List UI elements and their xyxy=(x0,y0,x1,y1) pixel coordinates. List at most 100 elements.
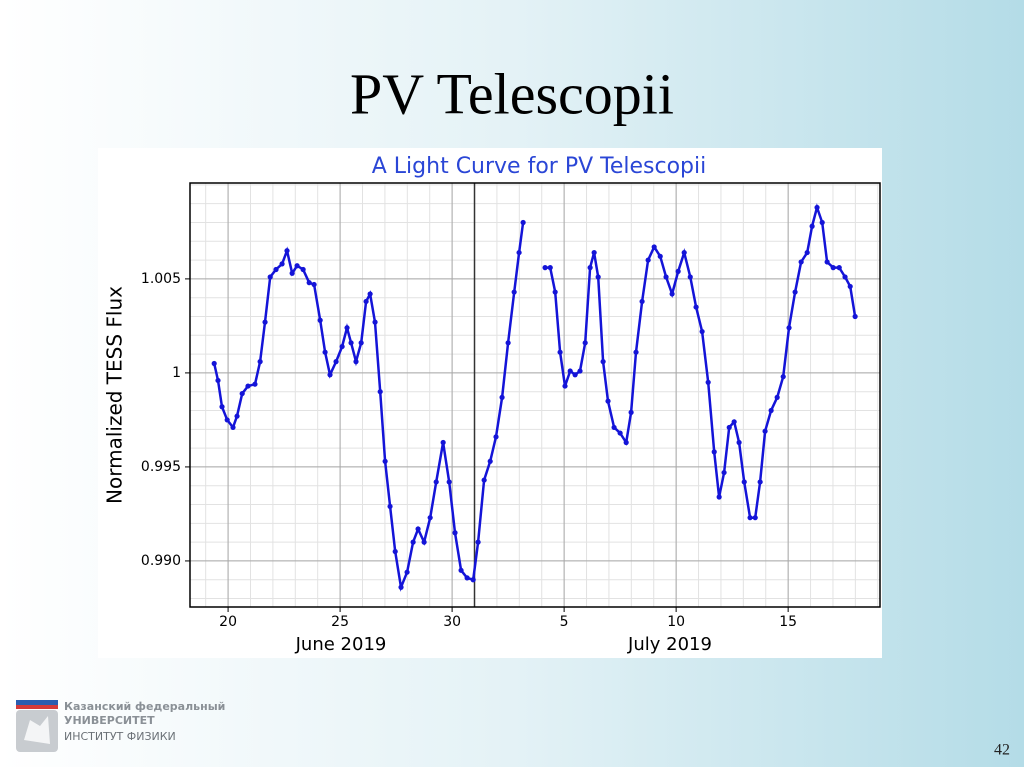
y-tick-label: 1 xyxy=(172,365,181,381)
data-point xyxy=(452,530,458,536)
data-point xyxy=(392,548,398,555)
data-point xyxy=(230,424,236,431)
data-point xyxy=(582,340,588,346)
data-point xyxy=(587,265,593,271)
data-point xyxy=(505,340,511,346)
data-point xyxy=(511,289,517,295)
data-point xyxy=(239,390,245,397)
data-point xyxy=(617,430,623,436)
data-point xyxy=(792,289,798,295)
x-tick-label: 5 xyxy=(560,614,569,630)
data-point xyxy=(481,477,487,483)
data-point xyxy=(693,304,699,310)
data-point xyxy=(809,223,815,229)
data-point xyxy=(322,349,328,355)
data-point xyxy=(224,417,230,423)
data-point xyxy=(639,298,645,305)
data-point xyxy=(757,479,763,485)
data-point xyxy=(605,398,611,404)
plot-frame xyxy=(189,182,881,608)
plot: 20 25 30 5 10 15 0.990 0.995 1 1.005 xyxy=(141,182,881,630)
data-point xyxy=(358,340,364,346)
data-point xyxy=(747,515,753,521)
data-point xyxy=(562,383,568,389)
data-point xyxy=(410,539,416,545)
data-point xyxy=(752,515,758,521)
data-point xyxy=(382,458,388,464)
data-point xyxy=(804,249,810,256)
data-point xyxy=(651,244,657,250)
data-point xyxy=(731,419,737,425)
month-label: June 2019 xyxy=(295,634,387,655)
data-point xyxy=(219,404,225,410)
logo: Казанский федеральный УНИВЕРСИТЕТ ИНСТИТ… xyxy=(16,700,225,752)
data-point xyxy=(257,359,263,365)
data-point xyxy=(353,359,359,365)
data-point xyxy=(211,360,217,367)
data-point xyxy=(440,439,446,446)
data-point xyxy=(404,569,410,575)
x-tick-label: 30 xyxy=(443,614,461,630)
data-point xyxy=(552,289,558,295)
data-point xyxy=(699,328,705,335)
data-point xyxy=(333,359,339,365)
data-point xyxy=(628,409,634,415)
logo-text: УНИВЕРСИТЕТ xyxy=(64,714,155,727)
data-point xyxy=(774,394,780,400)
data-point xyxy=(387,503,393,510)
chart-panel xyxy=(98,148,882,658)
data-point xyxy=(215,377,221,384)
data-point xyxy=(786,325,792,331)
data-point xyxy=(814,204,820,211)
data-point xyxy=(267,274,273,280)
data-point xyxy=(741,479,747,485)
data-point xyxy=(446,479,452,485)
light-curve xyxy=(212,203,857,592)
y-axis-label: Normalized TESS Flux xyxy=(103,286,127,504)
data-point xyxy=(372,319,378,325)
data-point xyxy=(567,368,573,374)
x-tick-label: 25 xyxy=(331,614,349,630)
data-point xyxy=(377,389,383,395)
data-point xyxy=(824,259,830,265)
data-point xyxy=(516,249,522,256)
data-point xyxy=(487,458,493,464)
data-point xyxy=(252,381,258,387)
data-point xyxy=(470,577,476,583)
data-point xyxy=(687,274,693,280)
data-point xyxy=(591,249,597,256)
data-point xyxy=(675,268,681,274)
data-point xyxy=(398,584,404,590)
y-tick-label: 1.005 xyxy=(141,271,181,287)
x-tick-label: 15 xyxy=(779,614,797,630)
data-point xyxy=(427,515,433,521)
data-point xyxy=(415,526,421,532)
data-point xyxy=(306,280,312,286)
data-point xyxy=(294,263,300,269)
data-point xyxy=(798,259,804,265)
data-point xyxy=(458,567,464,573)
data-point xyxy=(611,424,617,431)
data-point xyxy=(663,274,669,280)
logo-text: ИНСТИТУТ ФИЗИКИ xyxy=(64,730,176,743)
data-point xyxy=(464,575,470,581)
data-point xyxy=(284,248,290,254)
data-point xyxy=(595,274,601,280)
data-point xyxy=(842,274,848,280)
data-point xyxy=(780,374,786,380)
data-point xyxy=(852,313,858,320)
chart-title: A Light Curve for PV Telescopii xyxy=(372,154,706,179)
data-point xyxy=(234,413,240,419)
month-label: July 2019 xyxy=(627,634,712,655)
data-point xyxy=(344,325,350,331)
data-point xyxy=(836,265,842,271)
data-point xyxy=(711,449,717,455)
data-point xyxy=(475,539,481,545)
y-tick-label: 0.990 xyxy=(141,553,181,569)
data-point xyxy=(600,359,606,365)
data-point xyxy=(716,494,722,500)
data-point xyxy=(327,372,333,378)
x-tick-label: 20 xyxy=(219,614,237,630)
data-point xyxy=(348,340,354,346)
